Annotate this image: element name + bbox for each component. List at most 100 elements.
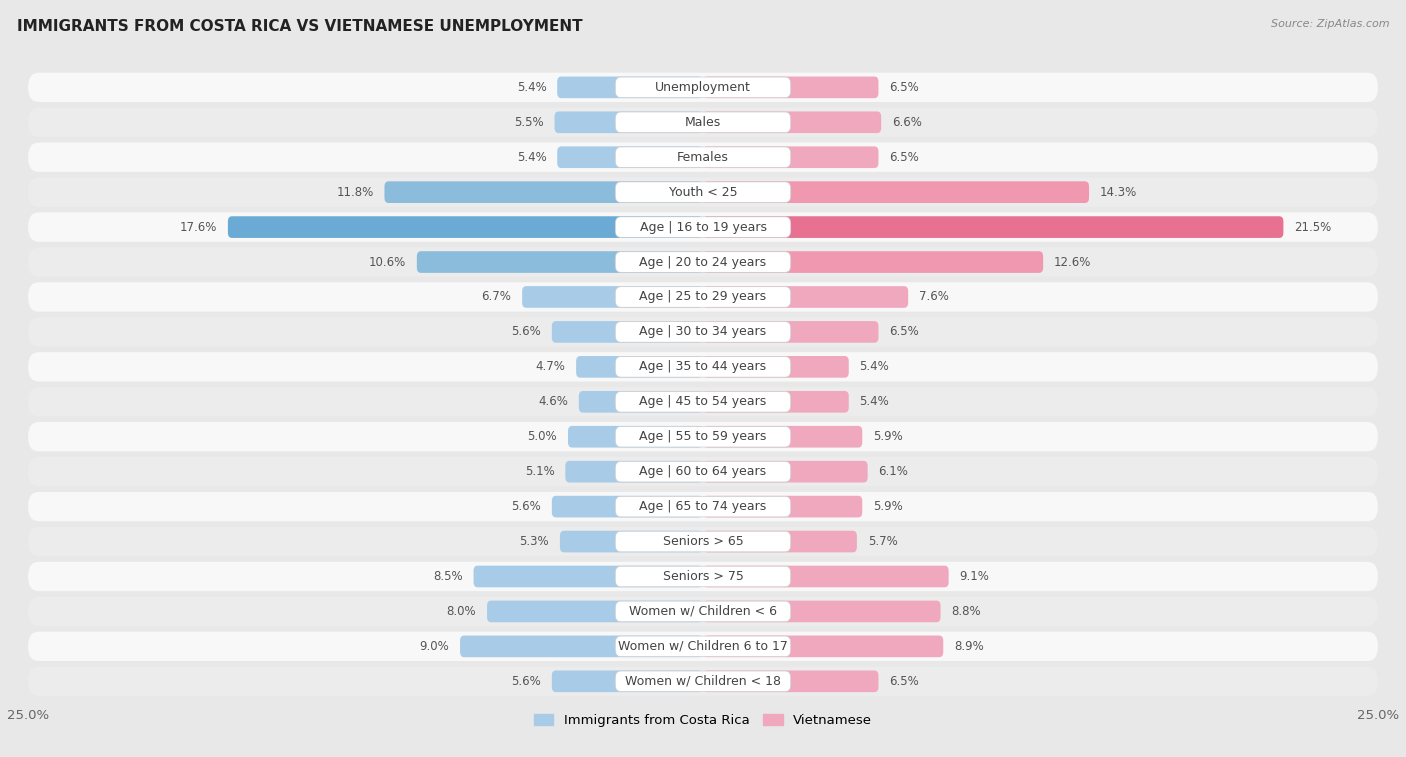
FancyBboxPatch shape [579, 391, 703, 413]
Text: Females: Females [678, 151, 728, 164]
Text: 5.3%: 5.3% [519, 535, 550, 548]
FancyBboxPatch shape [28, 597, 1378, 626]
Text: 5.6%: 5.6% [512, 326, 541, 338]
FancyBboxPatch shape [28, 562, 1378, 591]
FancyBboxPatch shape [28, 667, 1378, 696]
FancyBboxPatch shape [703, 426, 862, 447]
Text: 7.6%: 7.6% [920, 291, 949, 304]
FancyBboxPatch shape [565, 461, 703, 482]
Text: 5.9%: 5.9% [873, 430, 903, 444]
FancyBboxPatch shape [703, 111, 882, 133]
Text: Age | 65 to 74 years: Age | 65 to 74 years [640, 500, 766, 513]
Text: 6.5%: 6.5% [889, 674, 920, 688]
Legend: Immigrants from Costa Rica, Vietnamese: Immigrants from Costa Rica, Vietnamese [529, 709, 877, 732]
FancyBboxPatch shape [28, 422, 1378, 451]
FancyBboxPatch shape [616, 601, 790, 621]
Text: 5.4%: 5.4% [516, 81, 547, 94]
FancyBboxPatch shape [703, 321, 879, 343]
Text: 6.5%: 6.5% [889, 81, 920, 94]
FancyBboxPatch shape [616, 322, 790, 342]
Text: Unemployment: Unemployment [655, 81, 751, 94]
Text: 5.4%: 5.4% [859, 360, 890, 373]
Text: 21.5%: 21.5% [1294, 220, 1331, 234]
Text: 8.0%: 8.0% [447, 605, 477, 618]
Text: 5.1%: 5.1% [524, 465, 554, 478]
FancyBboxPatch shape [28, 352, 1378, 382]
Text: 6.6%: 6.6% [891, 116, 922, 129]
FancyBboxPatch shape [568, 426, 703, 447]
Text: 4.7%: 4.7% [536, 360, 565, 373]
FancyBboxPatch shape [703, 391, 849, 413]
FancyBboxPatch shape [616, 357, 790, 377]
Text: Women w/ Children 6 to 17: Women w/ Children 6 to 17 [619, 640, 787, 653]
FancyBboxPatch shape [522, 286, 703, 308]
FancyBboxPatch shape [560, 531, 703, 553]
FancyBboxPatch shape [28, 73, 1378, 102]
Text: Seniors > 65: Seniors > 65 [662, 535, 744, 548]
FancyBboxPatch shape [616, 636, 790, 656]
FancyBboxPatch shape [703, 531, 856, 553]
FancyBboxPatch shape [703, 636, 943, 657]
FancyBboxPatch shape [616, 287, 790, 307]
Text: Age | 35 to 44 years: Age | 35 to 44 years [640, 360, 766, 373]
FancyBboxPatch shape [28, 457, 1378, 486]
Text: Source: ZipAtlas.com: Source: ZipAtlas.com [1271, 19, 1389, 29]
Text: 5.6%: 5.6% [512, 500, 541, 513]
FancyBboxPatch shape [616, 112, 790, 132]
Text: Age | 60 to 64 years: Age | 60 to 64 years [640, 465, 766, 478]
FancyBboxPatch shape [28, 177, 1378, 207]
FancyBboxPatch shape [616, 566, 790, 587]
Text: 11.8%: 11.8% [336, 185, 374, 198]
FancyBboxPatch shape [486, 600, 703, 622]
FancyBboxPatch shape [703, 600, 941, 622]
FancyBboxPatch shape [616, 391, 790, 412]
Text: 6.1%: 6.1% [879, 465, 908, 478]
Text: 5.5%: 5.5% [515, 116, 544, 129]
FancyBboxPatch shape [703, 356, 849, 378]
FancyBboxPatch shape [551, 496, 703, 518]
Text: 5.0%: 5.0% [527, 430, 557, 444]
FancyBboxPatch shape [703, 217, 1284, 238]
FancyBboxPatch shape [557, 146, 703, 168]
Text: 17.6%: 17.6% [180, 220, 217, 234]
FancyBboxPatch shape [616, 461, 790, 482]
Text: 8.9%: 8.9% [955, 640, 984, 653]
FancyBboxPatch shape [616, 671, 790, 692]
Text: 8.8%: 8.8% [952, 605, 981, 618]
Text: Youth < 25: Youth < 25 [669, 185, 737, 198]
Text: Age | 55 to 59 years: Age | 55 to 59 years [640, 430, 766, 444]
FancyBboxPatch shape [703, 671, 879, 692]
FancyBboxPatch shape [703, 76, 879, 98]
Text: Age | 16 to 19 years: Age | 16 to 19 years [640, 220, 766, 234]
Text: IMMIGRANTS FROM COSTA RICA VS VIETNAMESE UNEMPLOYMENT: IMMIGRANTS FROM COSTA RICA VS VIETNAMESE… [17, 19, 582, 34]
FancyBboxPatch shape [703, 461, 868, 482]
FancyBboxPatch shape [554, 111, 703, 133]
FancyBboxPatch shape [28, 631, 1378, 661]
FancyBboxPatch shape [576, 356, 703, 378]
Text: Age | 20 to 24 years: Age | 20 to 24 years [640, 256, 766, 269]
FancyBboxPatch shape [551, 671, 703, 692]
Text: Age | 25 to 29 years: Age | 25 to 29 years [640, 291, 766, 304]
FancyBboxPatch shape [28, 248, 1378, 277]
FancyBboxPatch shape [28, 142, 1378, 172]
FancyBboxPatch shape [28, 282, 1378, 312]
FancyBboxPatch shape [460, 636, 703, 657]
Text: 5.6%: 5.6% [512, 674, 541, 688]
FancyBboxPatch shape [228, 217, 703, 238]
FancyBboxPatch shape [616, 252, 790, 273]
FancyBboxPatch shape [384, 182, 703, 203]
FancyBboxPatch shape [616, 531, 790, 552]
Text: Males: Males [685, 116, 721, 129]
FancyBboxPatch shape [616, 217, 790, 238]
Text: Age | 45 to 54 years: Age | 45 to 54 years [640, 395, 766, 408]
Text: 9.0%: 9.0% [419, 640, 450, 653]
FancyBboxPatch shape [616, 147, 790, 167]
Text: Seniors > 75: Seniors > 75 [662, 570, 744, 583]
Text: 5.4%: 5.4% [859, 395, 890, 408]
Text: 5.7%: 5.7% [868, 535, 897, 548]
FancyBboxPatch shape [28, 107, 1378, 137]
Text: 6.5%: 6.5% [889, 151, 920, 164]
FancyBboxPatch shape [703, 565, 949, 587]
FancyBboxPatch shape [703, 496, 862, 518]
FancyBboxPatch shape [28, 492, 1378, 522]
